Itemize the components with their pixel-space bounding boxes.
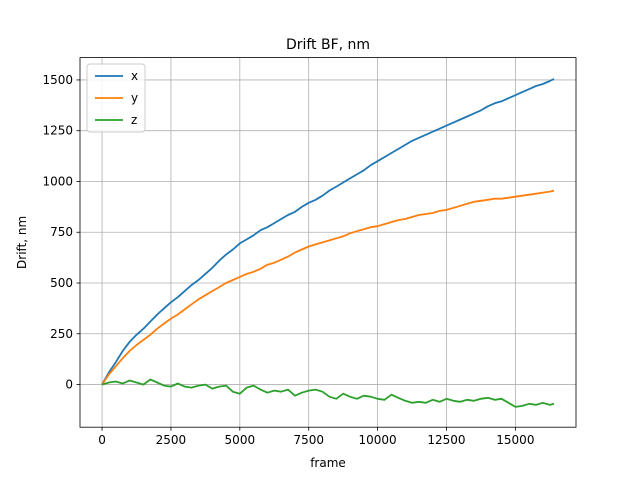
legend-label-y: y — [131, 91, 138, 105]
y-tick-label: 750 — [50, 225, 73, 239]
legend: xyz — [86, 63, 146, 133]
x-tick-label: 12500 — [427, 433, 465, 447]
x-tick-label: 0 — [98, 433, 106, 447]
x-tick-label: 15000 — [496, 433, 534, 447]
chart-title: Drift BF, nm — [286, 37, 370, 53]
legend-label-z: z — [131, 113, 137, 127]
x-tick-label: 2500 — [156, 433, 187, 447]
y-tick-label: 1000 — [42, 174, 73, 188]
series-lines — [101, 78, 555, 408]
series-line-y — [101, 189, 555, 386]
y-tick-label: 1500 — [42, 73, 73, 87]
y-tick-label: 1250 — [42, 124, 73, 138]
series-line-z — [101, 378, 555, 408]
x-tick-label: 5000 — [225, 433, 256, 447]
y-tick-label: 500 — [50, 276, 73, 290]
grid — [80, 57, 576, 428]
legend-label-x: x — [131, 69, 138, 83]
series-line-x — [101, 78, 555, 386]
y-axis-label: Drift, nm — [15, 216, 29, 269]
ticks: 0 2500 5000 7500 10000 12500 15000 0 250 500 750 10… — [42, 73, 534, 447]
x-axis-label: frame — [310, 456, 346, 470]
x-tick-label: 7500 — [293, 433, 324, 447]
y-tick-label: 250 — [50, 327, 73, 341]
plot-frame — [79, 57, 577, 428]
x-tick-label: 10000 — [359, 433, 397, 447]
y-tick-label: 0 — [65, 378, 73, 392]
